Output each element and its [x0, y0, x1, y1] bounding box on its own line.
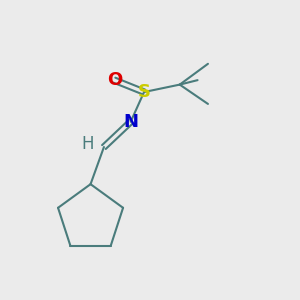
Text: O: O	[107, 71, 122, 89]
Text: N: N	[123, 113, 138, 131]
Text: H: H	[81, 135, 94, 153]
Text: S: S	[138, 83, 151, 101]
